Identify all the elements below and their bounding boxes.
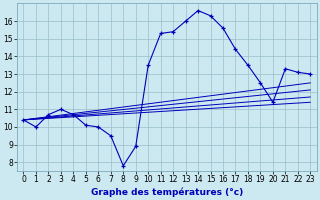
X-axis label: Graphe des températures (°c): Graphe des températures (°c): [91, 187, 243, 197]
